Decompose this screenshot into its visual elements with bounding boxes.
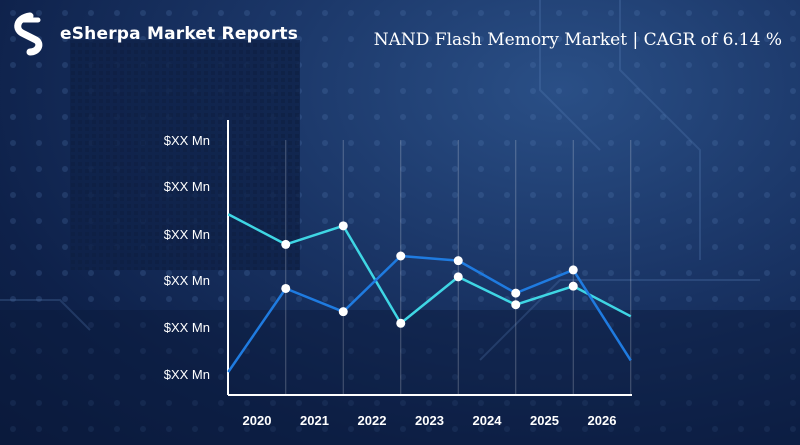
x-tick-label: 2024 [473, 413, 503, 428]
grid-layer [285, 140, 632, 395]
tick-labels: $XX Mn $XX Mn $XX Mn $XX Mn $XX Mn $XX Mn 2020… [164, 133, 617, 428]
brand-name: eSherpa Market Reports [60, 24, 299, 44]
data-point [396, 318, 406, 328]
data-point [568, 265, 578, 275]
series-line-2 [227, 254, 632, 373]
chart-title: NAND Flash Memory Market | CAGR of 6.14 … [373, 30, 782, 50]
y-tick-label: $XX Mn [164, 133, 210, 148]
x-tick-label: 2021 [300, 413, 329, 428]
y-tick-label: $XX Mn [164, 227, 210, 242]
data-point [511, 300, 521, 310]
data-point [281, 283, 291, 293]
data-point [338, 307, 348, 317]
y-tick-label: $XX Mn [164, 273, 210, 288]
brand-logo: eSherpa Market Reports [8, 10, 298, 58]
esherpa-logo-icon [14, 12, 43, 56]
x-tick-label: 2026 [588, 413, 617, 428]
axis-layer [227, 120, 632, 396]
data-point [453, 272, 463, 282]
data-point [396, 251, 406, 261]
series-line-1 [227, 213, 632, 325]
data-point [568, 281, 578, 291]
x-tick-label: 2020 [243, 413, 272, 428]
data-point [453, 256, 463, 266]
y-tick-label: $XX Mn [164, 367, 210, 382]
x-tick-label: 2022 [358, 413, 387, 428]
x-tick-label: 2023 [415, 413, 444, 428]
data-point [281, 239, 291, 249]
y-tick-label: $XX Mn [164, 320, 210, 335]
x-tick-label: 2025 [530, 413, 559, 428]
y-tick-label: $XX Mn [164, 179, 210, 194]
data-point [338, 221, 348, 231]
data-point [511, 288, 521, 298]
series-layer [227, 213, 632, 373]
